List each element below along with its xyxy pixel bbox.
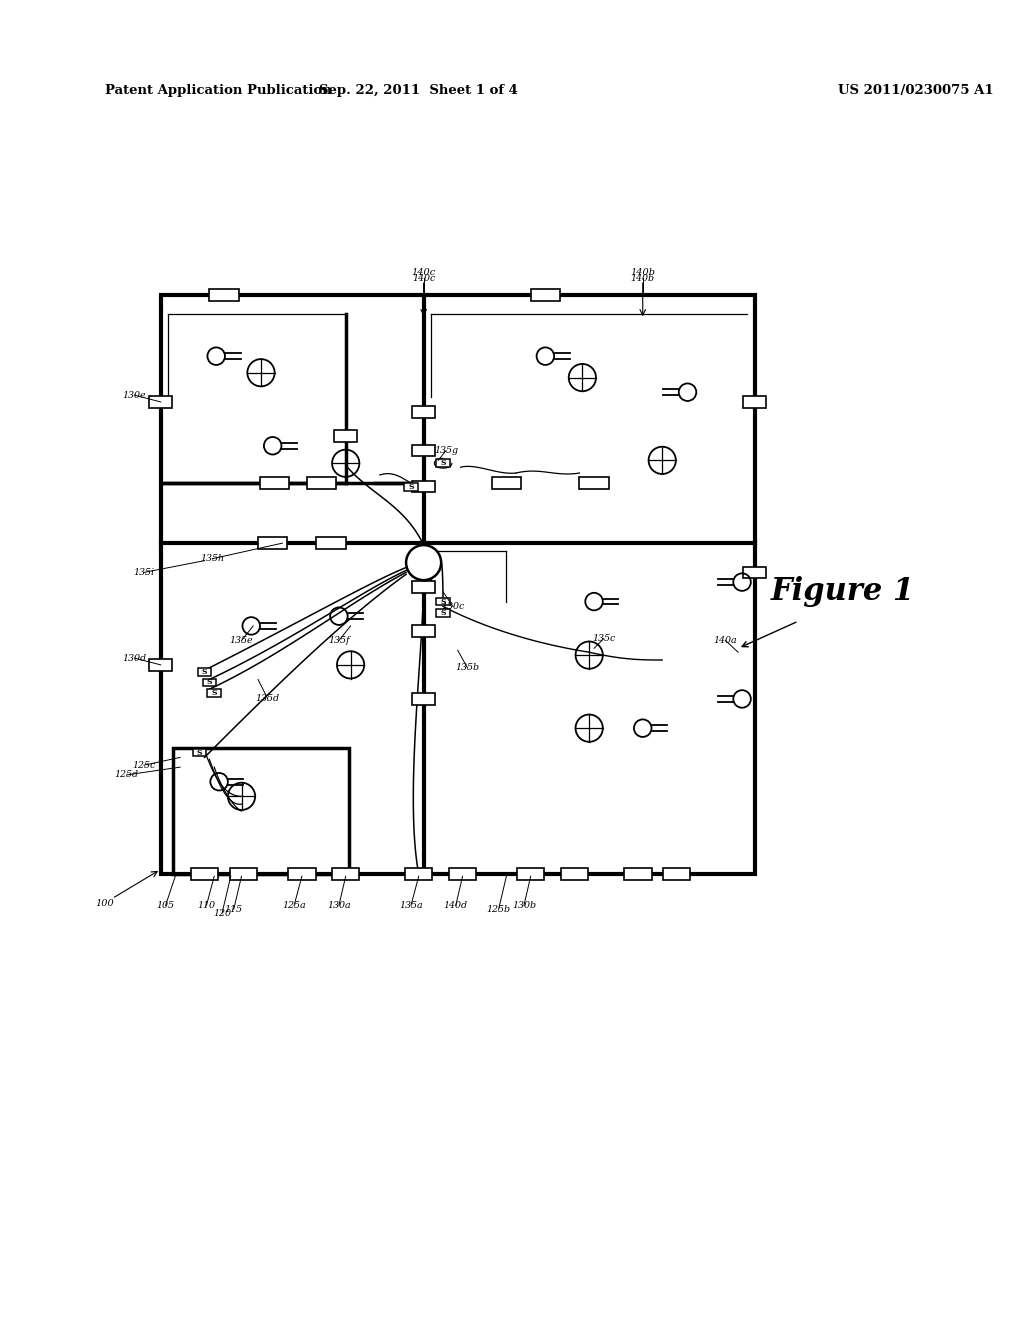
Bar [150,396,172,408]
Bar [743,566,766,578]
Text: 125a: 125a [283,902,306,909]
Text: 130a: 130a [327,902,350,909]
Text: 140c: 140c [412,268,436,277]
Text: 135e: 135e [229,636,253,645]
Text: 120: 120 [213,908,231,917]
Bar [173,747,348,874]
Bar [404,483,418,491]
Text: 135a: 135a [399,902,423,909]
Text: 130b: 130b [512,902,536,909]
Bar [412,581,435,593]
Bar [150,659,172,671]
Text: 100: 100 [96,899,115,908]
Bar [334,430,357,442]
Text: 130d: 130d [122,653,146,663]
Bar [161,294,755,874]
Bar [436,459,450,467]
Text: 140c: 140c [412,273,435,282]
Bar [449,869,476,880]
Text: 135i: 135i [133,568,155,577]
Text: S: S [440,598,445,606]
Text: S: S [212,689,217,697]
Bar [307,477,336,488]
Bar [412,445,435,457]
Text: 130e: 130e [123,391,146,400]
Bar [580,477,608,488]
Bar [412,624,435,636]
Text: 135c: 135c [592,634,615,643]
Circle shape [407,545,441,581]
Text: Patent Application Publication: Patent Application Publication [105,83,332,96]
Bar [289,869,315,880]
Bar [316,537,346,549]
Text: 135b: 135b [456,663,479,672]
Bar [436,598,450,606]
Text: S: S [409,483,414,491]
Bar [530,289,560,301]
Text: 140a: 140a [714,636,737,645]
Text: S: S [202,668,207,676]
Text: 125b: 125b [486,904,511,913]
Bar [561,869,588,880]
Text: Figure 1: Figure 1 [770,577,914,607]
Text: 110: 110 [198,902,215,909]
Bar [190,869,218,880]
Bar [412,480,435,492]
Bar [664,869,690,880]
Bar [517,869,545,880]
Bar [193,748,207,756]
Text: 135h: 135h [201,554,224,564]
Bar [229,869,257,880]
Bar [412,405,435,417]
Bar [198,668,211,676]
Text: Sep. 22, 2011  Sheet 1 of 4: Sep. 22, 2011 Sheet 1 of 4 [319,83,518,96]
Bar [203,678,216,686]
Bar [406,869,432,880]
Text: 135f: 135f [328,636,349,645]
Text: 125c: 125c [132,760,156,770]
Bar [332,869,359,880]
Bar [412,693,435,705]
Bar [209,289,239,301]
Text: 115: 115 [224,904,243,913]
Bar [492,477,521,488]
Bar [260,477,289,488]
Bar [743,396,766,408]
Text: S: S [440,459,445,467]
Text: 135g: 135g [434,446,458,455]
Text: 140d: 140d [443,902,468,909]
Bar [208,689,221,697]
Text: 140b: 140b [630,268,655,277]
Text: 135d: 135d [256,694,280,704]
Text: S: S [207,678,212,686]
Text: 125d: 125d [115,771,138,779]
Text: 130c: 130c [441,602,465,611]
Text: 140b: 140b [631,273,654,282]
Text: 105: 105 [157,902,174,909]
Text: S: S [197,748,203,756]
Bar [436,610,450,618]
Bar [625,869,651,880]
Text: US 2011/0230075 A1: US 2011/0230075 A1 [838,83,993,96]
Bar [258,537,288,549]
Text: S: S [440,610,445,618]
